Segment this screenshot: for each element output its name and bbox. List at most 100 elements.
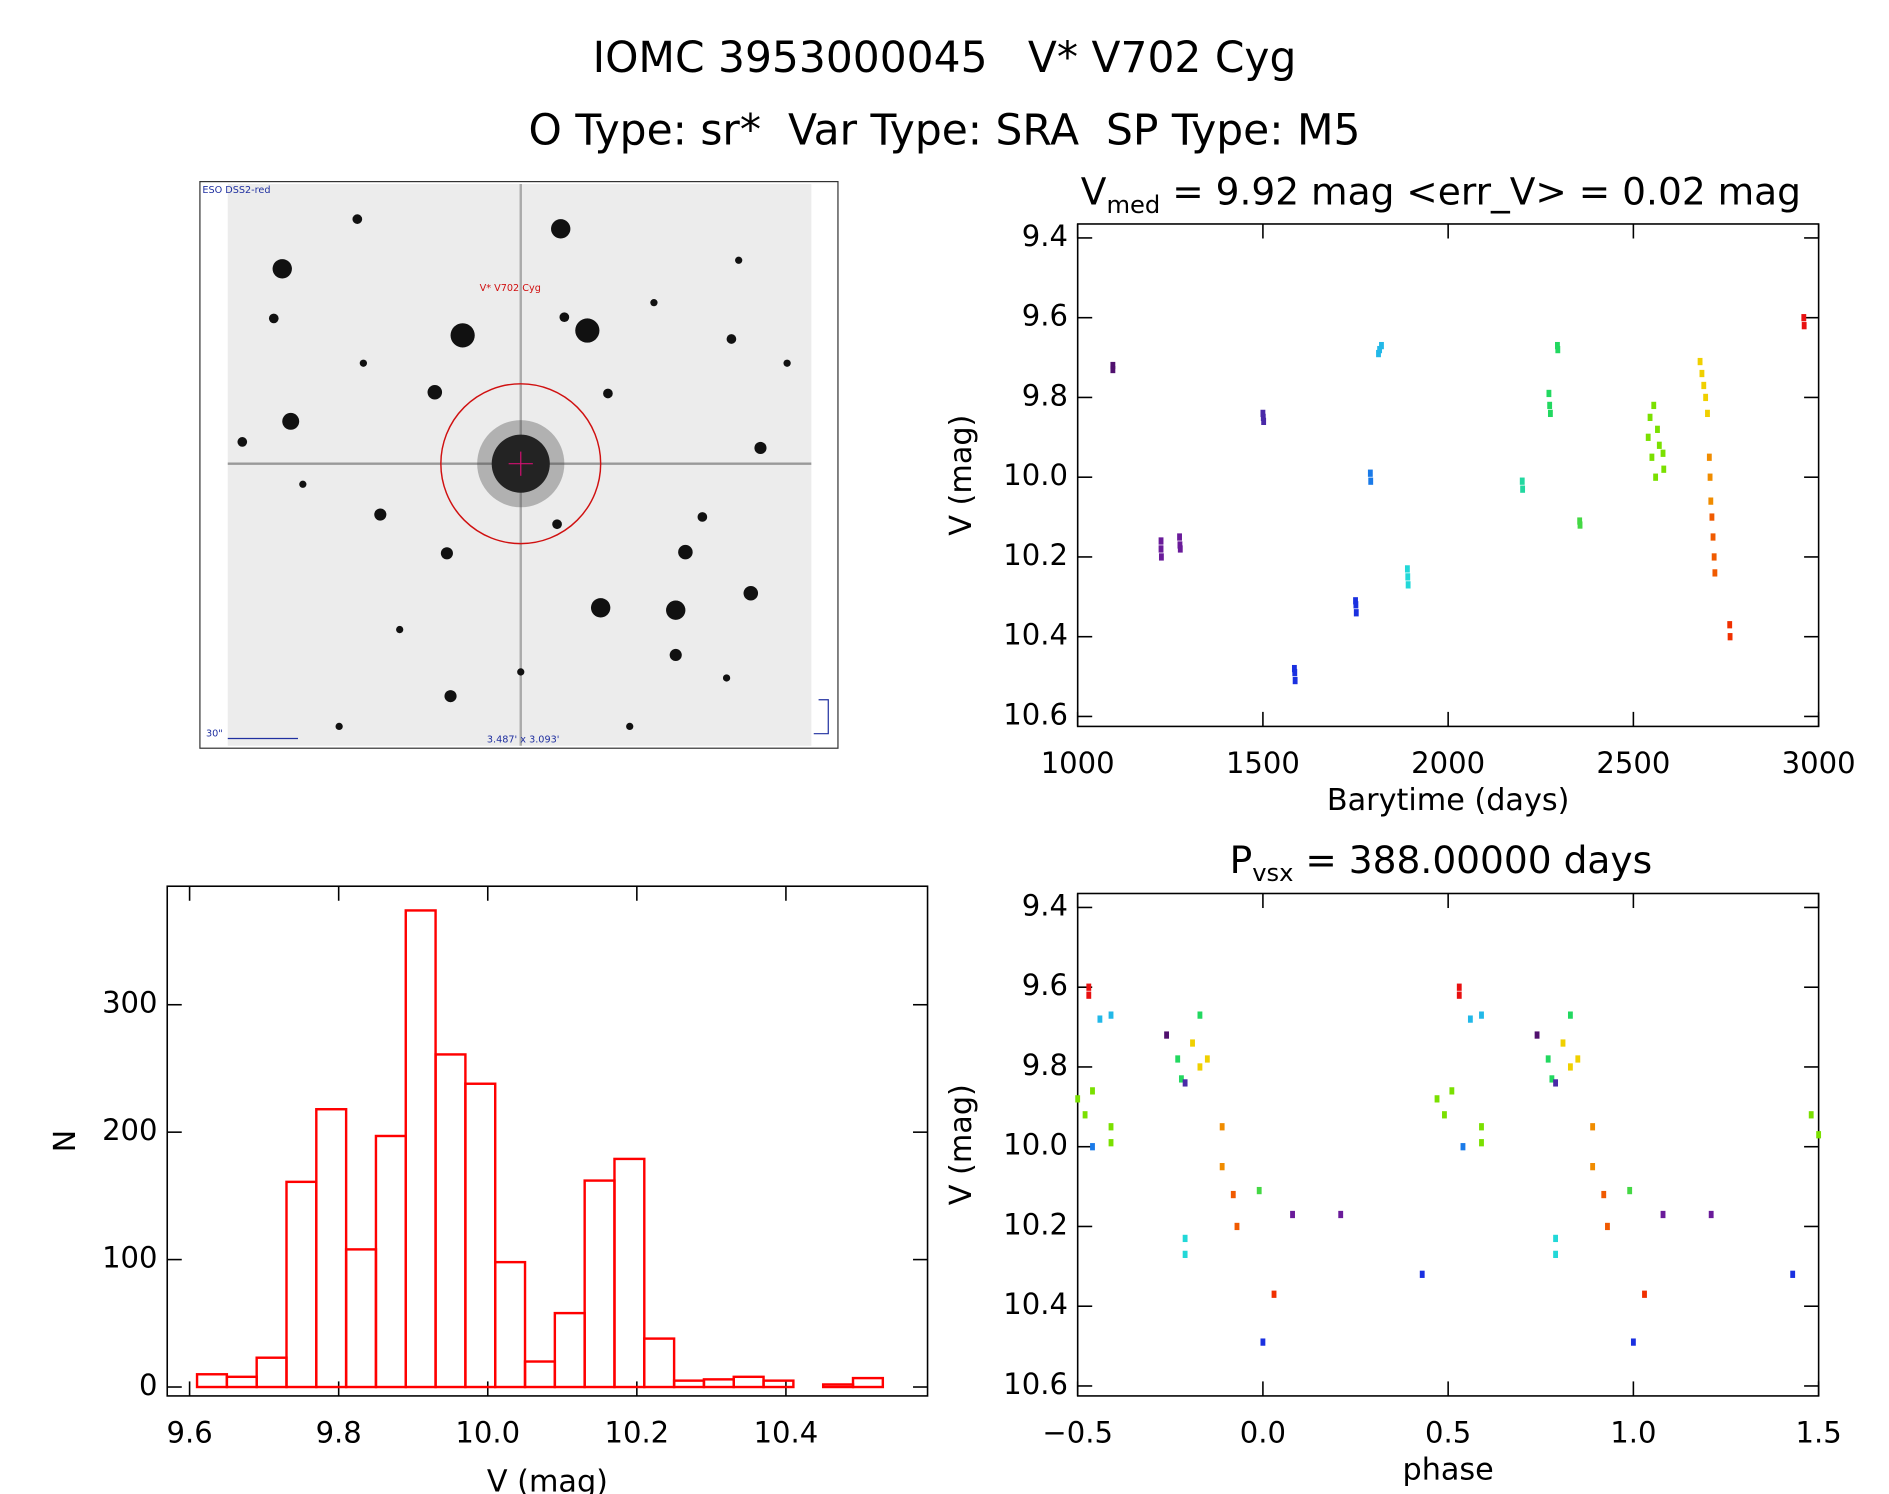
data-point: [1177, 545, 1183, 553]
data-point: [1234, 1222, 1240, 1231]
y-tick-label: 9.6: [1022, 299, 1068, 333]
histogram-bar: [494, 1260, 527, 1389]
data-point: [1219, 1163, 1225, 1171]
data-point: [1292, 676, 1298, 685]
chart-title: Vmed = 9.92 mag <err_V> = 0.02 mag: [1081, 169, 1801, 219]
data-point: [1651, 401, 1657, 410]
data-point: [1706, 453, 1712, 461]
data-point: [1379, 341, 1384, 350]
data-point: [1605, 1222, 1610, 1231]
data-point: [1642, 1290, 1647, 1298]
data-point: [1110, 361, 1116, 370]
data-point: [1158, 553, 1164, 561]
data-point: [1655, 425, 1660, 433]
title-subscript: vsx: [1252, 859, 1293, 887]
data-point: [1645, 433, 1651, 441]
data-point: [1419, 1270, 1425, 1278]
y-tick-label: 9.4: [1022, 888, 1068, 922]
data-point: [1219, 1123, 1225, 1131]
data-point: [1801, 322, 1807, 330]
image-label: 30": [206, 729, 223, 740]
data-point: [1520, 485, 1526, 493]
y-tick-label: 10.0: [1003, 1128, 1068, 1162]
data-point: [1711, 553, 1717, 561]
data-point: [1197, 1063, 1203, 1071]
data-point: [1660, 449, 1666, 457]
x-axis-label: V (mag): [487, 1465, 608, 1494]
data-point: [1479, 1123, 1484, 1131]
data-point: [1460, 1143, 1466, 1151]
y-tick-label: 10.0: [1003, 458, 1068, 492]
x-tick-label: 9.8: [316, 1416, 362, 1450]
data-point: [1260, 409, 1266, 418]
data-point: [1075, 1095, 1081, 1103]
x-tick-label: 1.5: [1796, 1416, 1842, 1450]
data-point: [1705, 409, 1710, 418]
image-label: ESO DSS2-red: [202, 185, 270, 196]
histogram-bar: [821, 1383, 855, 1389]
data-point: [1590, 1123, 1596, 1131]
x-tick-label: 0.0: [1240, 1416, 1286, 1450]
histogram-bar: [762, 1379, 795, 1389]
data-point: [1204, 1055, 1210, 1063]
data-point: [1467, 1015, 1473, 1023]
data-point: [1456, 991, 1462, 999]
title-rest: = 9.92 mag <err_V> = 0.02 mag: [1160, 169, 1801, 213]
x-tick-label: 10.2: [604, 1416, 669, 1450]
data-point: [1547, 409, 1553, 418]
data-point: [1546, 389, 1552, 398]
x-tick-label: −0.5: [1042, 1416, 1113, 1450]
data-point: [1630, 1338, 1636, 1346]
data-point: [1697, 357, 1703, 366]
histogram-bar: [613, 1157, 646, 1389]
y-tick-label: 9.8: [1022, 378, 1068, 412]
data-point: [1353, 601, 1359, 609]
x-tick-label: 9.6: [166, 1416, 212, 1450]
data-point: [1712, 569, 1718, 577]
histogram-bar: [523, 1360, 557, 1389]
data-point: [1353, 609, 1359, 617]
data-point: [1110, 365, 1116, 374]
x-tick-label: 2000: [1411, 746, 1485, 780]
data-point: [1590, 1163, 1596, 1171]
data-point: [1727, 633, 1733, 641]
x-tick-label: 10.0: [455, 1416, 520, 1450]
y-tick-label: 100: [102, 1241, 157, 1275]
title-subscript: med: [1106, 191, 1160, 219]
y-tick-label: 10.4: [1003, 1287, 1068, 1321]
data-point: [1260, 1338, 1266, 1346]
data-point: [1479, 1011, 1484, 1019]
y-axis-label: V (mag): [944, 415, 979, 536]
data-point: [1197, 1011, 1203, 1019]
data-point: [1182, 1079, 1188, 1087]
histogram-bar: [583, 1179, 616, 1389]
plot-frame: [1076, 892, 1820, 1397]
data-point: [1660, 1210, 1666, 1219]
y-tick-label: 10.2: [1003, 1207, 1068, 1241]
data-point: [1177, 541, 1183, 549]
data-point: [1808, 1111, 1814, 1119]
data-point: [1082, 1111, 1088, 1119]
title-main: V: [1081, 169, 1107, 213]
data-point: [1549, 1075, 1555, 1083]
chart-title: Pvsx = 388.00000 days: [1230, 838, 1653, 888]
image-label: V* V702 Cyg: [480, 283, 541, 294]
histogram-bar: [643, 1337, 676, 1389]
data-point: [1405, 581, 1411, 589]
data-point: [1790, 1270, 1796, 1278]
data-point: [1567, 1063, 1573, 1071]
title-main: P: [1230, 838, 1253, 882]
figure-subtitle: O Type: sr* Var Type: SRA SP Type: M5: [529, 106, 1361, 155]
data-point: [1108, 1011, 1114, 1019]
histogram-bar: [672, 1379, 706, 1389]
data-point: [1553, 1079, 1559, 1087]
x-tick-label: 10.4: [754, 1416, 819, 1450]
histogram-bar: [374, 1134, 407, 1389]
data-point: [1292, 668, 1298, 677]
data-point: [1701, 381, 1707, 390]
data-point: [1553, 1250, 1559, 1259]
data-point: [1158, 545, 1164, 553]
y-tick-label: 9.8: [1022, 1048, 1068, 1082]
y-axis-label: N: [48, 1130, 83, 1153]
